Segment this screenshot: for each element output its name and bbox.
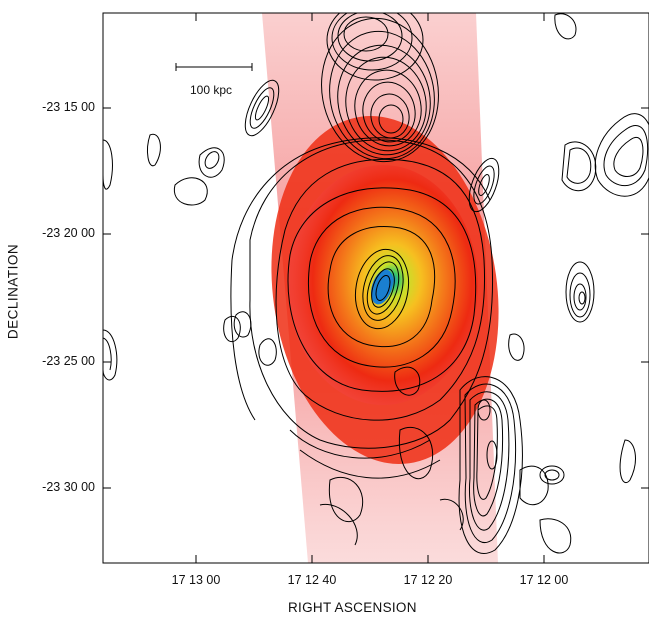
y-tick-label: -23 30 00 [42, 480, 95, 494]
x-tick-label: 17 12 20 [403, 573, 453, 587]
y-axis-label: DECLINATION [5, 243, 21, 340]
radio-contours-other [103, 13, 649, 483]
scale-bar [175, 63, 253, 71]
radio-contours-north [321, 13, 439, 163]
plot-frame [102, 12, 649, 564]
y-tick-label: -23 20 00 [42, 226, 95, 240]
axis-ticks [103, 13, 649, 563]
radio-contours-south [458, 376, 572, 554]
x-axis-label: RIGHT ASCENSION [288, 600, 417, 615]
x-tick-label: 17 12 40 [287, 573, 337, 587]
y-tick-label: -23 25 00 [42, 354, 95, 368]
y-tick-label: -23 15 00 [42, 100, 95, 114]
x-tick-label: 17 12 00 [519, 573, 569, 587]
x-tick-label: 17 13 00 [171, 573, 221, 587]
scale-bar-label: 100 kpc [190, 83, 233, 97]
